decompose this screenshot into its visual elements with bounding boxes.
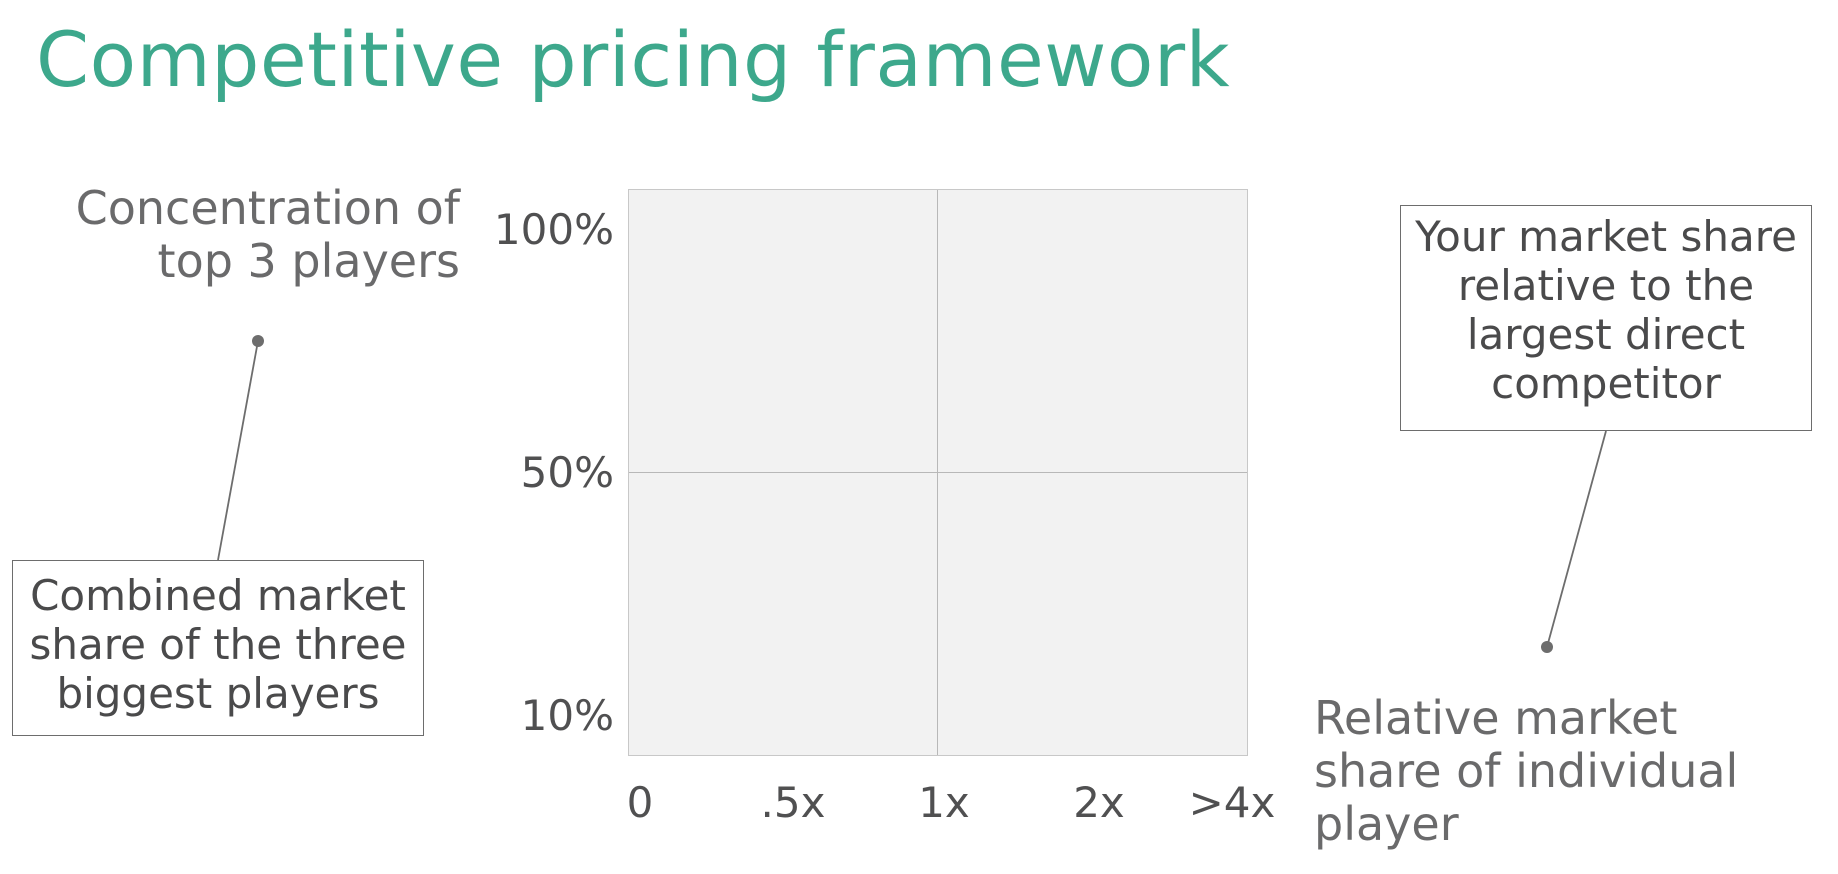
y-tick-50: 50% [520, 448, 614, 497]
x-tick-0: 0 [626, 778, 654, 827]
callout-right-line-4: competitor [1491, 359, 1721, 408]
x-tick-2x: 2x [1073, 778, 1125, 827]
connector-line-left [217, 340, 259, 561]
page-title: Competitive pricing framework [36, 15, 1231, 104]
callout-left-line-1: Combined market [30, 571, 406, 620]
callout-right-line-3: largest direct [1466, 310, 1746, 359]
callout-right-line-2: relative to the [1457, 261, 1755, 310]
x-axis-title-line-2: share of individual [1314, 744, 1739, 798]
horizontal-divider [629, 472, 1247, 473]
x-axis-title-line-1: Relative market [1314, 691, 1678, 745]
y-axis-title-line-1: Concentration of [75, 181, 460, 235]
callout-box-combined-share: Combined market share of the three bigge… [12, 560, 424, 736]
x-axis-title-line-3: player [1314, 797, 1459, 851]
x-axis-title: Relative market share of individual play… [1314, 692, 1774, 851]
callout-right-line-1: Your market share [1415, 212, 1797, 261]
callout-left-line-3: biggest players [56, 669, 380, 718]
x-tick-4x: >4x [1188, 778, 1276, 827]
x-tick-half: .5x [760, 778, 826, 827]
connector-dot-right [1541, 641, 1553, 653]
callout-left-line-2: share of the three [29, 620, 407, 669]
connector-dot-left [252, 335, 264, 347]
y-tick-10: 10% [520, 691, 614, 740]
y-tick-100: 100% [493, 205, 614, 254]
x-tick-1x: 1x [918, 778, 970, 827]
y-axis-title-line-2: top 3 players [157, 234, 460, 288]
quadrant-plot [628, 189, 1248, 756]
y-axis-title: Concentration of top 3 players [40, 182, 460, 288]
callout-box-relative-share: Your market share relative to the larges… [1400, 205, 1812, 431]
connector-line-right [1546, 430, 1607, 648]
